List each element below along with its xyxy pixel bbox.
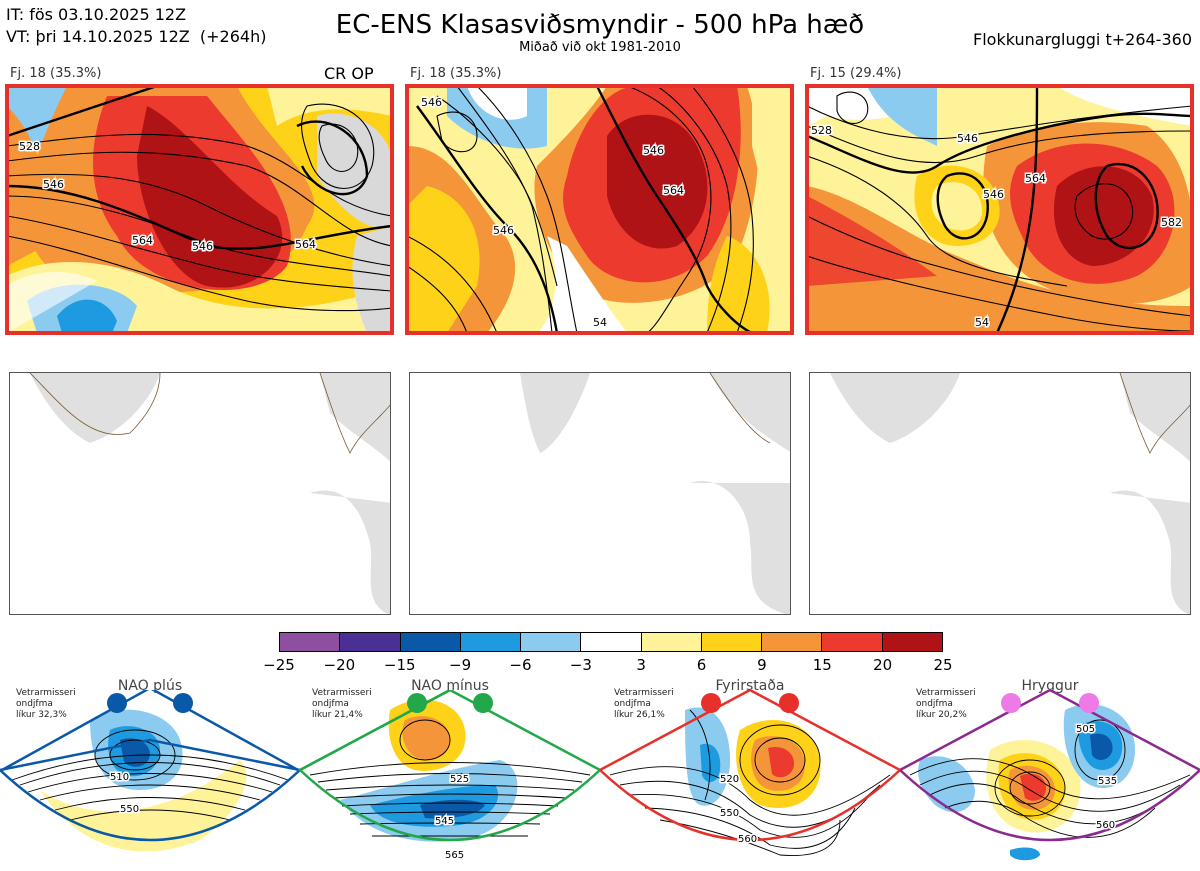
contour-label: 546 <box>983 188 1004 201</box>
regime-title: Hryggur <box>1021 678 1079 694</box>
regime-title: NAO plús <box>117 678 183 694</box>
regime-note-line: Vetrarmisseri <box>16 688 76 698</box>
contour-label: 546 <box>957 132 978 145</box>
cluster-map-3: 528 546 546 564 582 54 <box>805 84 1194 335</box>
contour-label: 54 <box>975 316 989 329</box>
contour-label: 525 <box>450 774 469 785</box>
contour-label: 550 <box>720 808 739 819</box>
colorbar <box>279 632 943 652</box>
cluster-2-label: Fj. 18 (35.3%) <box>410 66 502 81</box>
colorbar-segment <box>280 633 341 651</box>
colorbar-tick-label: 25 <box>933 656 953 674</box>
regime-note-line: Vetrarmisseri <box>916 688 976 698</box>
cluster-map-2: 546 546 564 546 54 <box>405 84 794 335</box>
regime-note-line: líkur 26,1% <box>614 710 665 720</box>
colorbar-tick-label: −9 <box>449 656 472 674</box>
contour-label: 565 <box>445 850 464 861</box>
regime-frame <box>0 738 303 842</box>
cluster-1-label: Fj. 18 (35.3%) <box>10 66 102 81</box>
regime-map-blocking: 520 550 560 <box>599 690 903 856</box>
regime-title: NAO mínus <box>411 678 489 694</box>
colorbar-tick-label: −20 <box>323 656 356 674</box>
colorbar-tick-label: 6 <box>696 656 707 674</box>
contour-label: 54 <box>593 316 607 329</box>
empty-map-1 <box>9 372 391 615</box>
contour-label: 546 <box>192 240 213 253</box>
cluster-map-1: 528 546 564 546 564 <box>5 84 394 335</box>
contour-label: 546 <box>421 96 442 109</box>
header-times: IT: fös 03.10.2025 12Z VT: þri 14.10.202… <box>6 4 266 48</box>
colorbar-tick-label: −15 <box>383 656 416 674</box>
colorbar-segment <box>882 633 942 651</box>
colorbar-tick-label: 9 <box>757 656 767 674</box>
colorbar-tick-label: −6 <box>509 656 532 674</box>
regime-note-line: Vetrarmisseri <box>312 688 372 698</box>
colorbar-segment <box>400 633 461 651</box>
colorbar-segment <box>521 633 582 651</box>
regime-note-line: líkur 20,2% <box>916 710 967 720</box>
colorbar-tick-label: −3 <box>569 656 592 674</box>
contour-label: 528 <box>19 140 40 153</box>
classification-window: Flokkunargluggi t+264-360 <box>973 30 1192 49</box>
contour-label: 546 <box>493 224 514 237</box>
colorbar-segment <box>701 633 763 651</box>
regime-map-nao-plus: 510 550 <box>0 690 303 852</box>
contour-label: 520 <box>720 774 739 785</box>
colorbar-tick-label: −25 <box>263 656 295 674</box>
contour-label: 505 <box>1076 724 1095 735</box>
page-subtitle: Miðað við okt 1981-2010 <box>519 40 681 55</box>
page-title: EC-ENS Klasasviðsmyndir - 500 hPa hæð <box>335 10 865 40</box>
regime-note-line: líkur 32,3% <box>16 710 67 720</box>
regime-note-line: ondjfma <box>916 699 953 709</box>
contour-label: 564 <box>132 234 153 247</box>
regime-note-line: líkur 21,4% <box>312 710 363 720</box>
empty-map-3 <box>809 372 1191 615</box>
colorbar-tick-label: 3 <box>636 656 646 674</box>
contour-label: 560 <box>738 834 757 845</box>
regime-note-line: ondjfma <box>614 699 651 709</box>
colorbar-segment <box>581 633 642 651</box>
empty-map-2 <box>409 372 791 615</box>
colorbar-tick-label: 20 <box>873 656 893 674</box>
initial-time: IT: fös 03.10.2025 12Z <box>6 5 187 24</box>
contour-label: 564 <box>295 238 316 251</box>
colorbar-segment <box>762 633 823 651</box>
contour-label: 564 <box>663 184 684 197</box>
contour-label: 545 <box>435 816 454 827</box>
colorbar-segment <box>641 633 702 651</box>
contour-label: 582 <box>1161 216 1182 229</box>
regime-map-ridge: 505 535 560 <box>899 690 1200 861</box>
contour-label: 546 <box>43 178 64 191</box>
colorbar-segment <box>460 633 522 651</box>
regime-note-line: ondjfma <box>312 699 349 709</box>
regime-note-line: Vetrarmisseri <box>614 688 674 698</box>
colorbar-segment <box>822 633 883 651</box>
contour-label: 550 <box>120 804 139 815</box>
regime-title: Fyrirstaða <box>715 678 785 694</box>
regime-maps: 510 550 525 545 565 <box>0 690 1200 863</box>
contour-label: 546 <box>643 144 664 157</box>
cluster-3-label: Fj. 15 (29.4%) <box>810 66 902 81</box>
regime-note-line: ondjfma <box>16 699 53 709</box>
contour-label: 510 <box>110 772 129 783</box>
cluster-1-badge: CR OP <box>324 64 374 83</box>
valid-time: VT: þri 14.10.2025 12Z (+264h) <box>6 27 267 46</box>
contour-label: 560 <box>1096 820 1115 831</box>
contour-label: 528 <box>811 124 832 137</box>
colorbar-segment <box>340 633 401 651</box>
regime-map-nao-minus: 525 545 565 <box>297 690 601 863</box>
contour-label: 564 <box>1025 172 1046 185</box>
contour-label: 535 <box>1098 776 1117 787</box>
colorbar-tick-label: 15 <box>812 656 832 674</box>
